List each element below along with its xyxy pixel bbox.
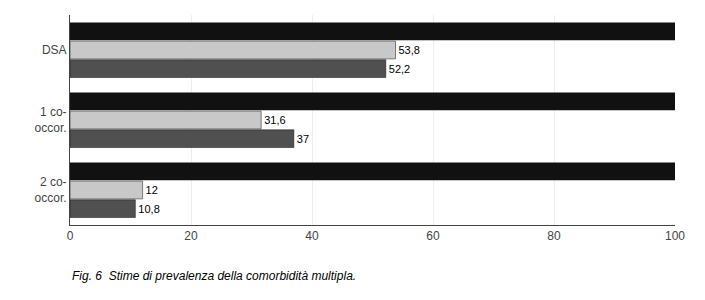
svg-text:Fig. 6 Stime di prevalenza de: Fig. 6 Stime di prevalenza della comorbi…	[72, 269, 356, 283]
svg-text:0: 0	[67, 229, 74, 243]
svg-text:1 co-occor.: 1 co-occor.	[35, 105, 67, 135]
svg-text:53,8: 53,8	[398, 44, 419, 56]
svg-text:31,6: 31,6	[264, 114, 285, 126]
svg-text:2 co-occor.: 2 co-occor.	[35, 175, 67, 205]
svg-text:100: 100	[665, 229, 685, 243]
svg-text:60: 60	[426, 229, 440, 243]
svg-text:40: 40	[305, 229, 319, 243]
svg-text:80: 80	[547, 229, 561, 243]
svg-text:12: 12	[146, 184, 158, 196]
svg-text:10,8: 10,8	[138, 203, 159, 215]
svg-text:52,2: 52,2	[389, 63, 410, 75]
svg-text:37: 37	[297, 133, 309, 145]
svg-text:20: 20	[184, 229, 198, 243]
svg-text:DSA: DSA	[42, 43, 67, 57]
